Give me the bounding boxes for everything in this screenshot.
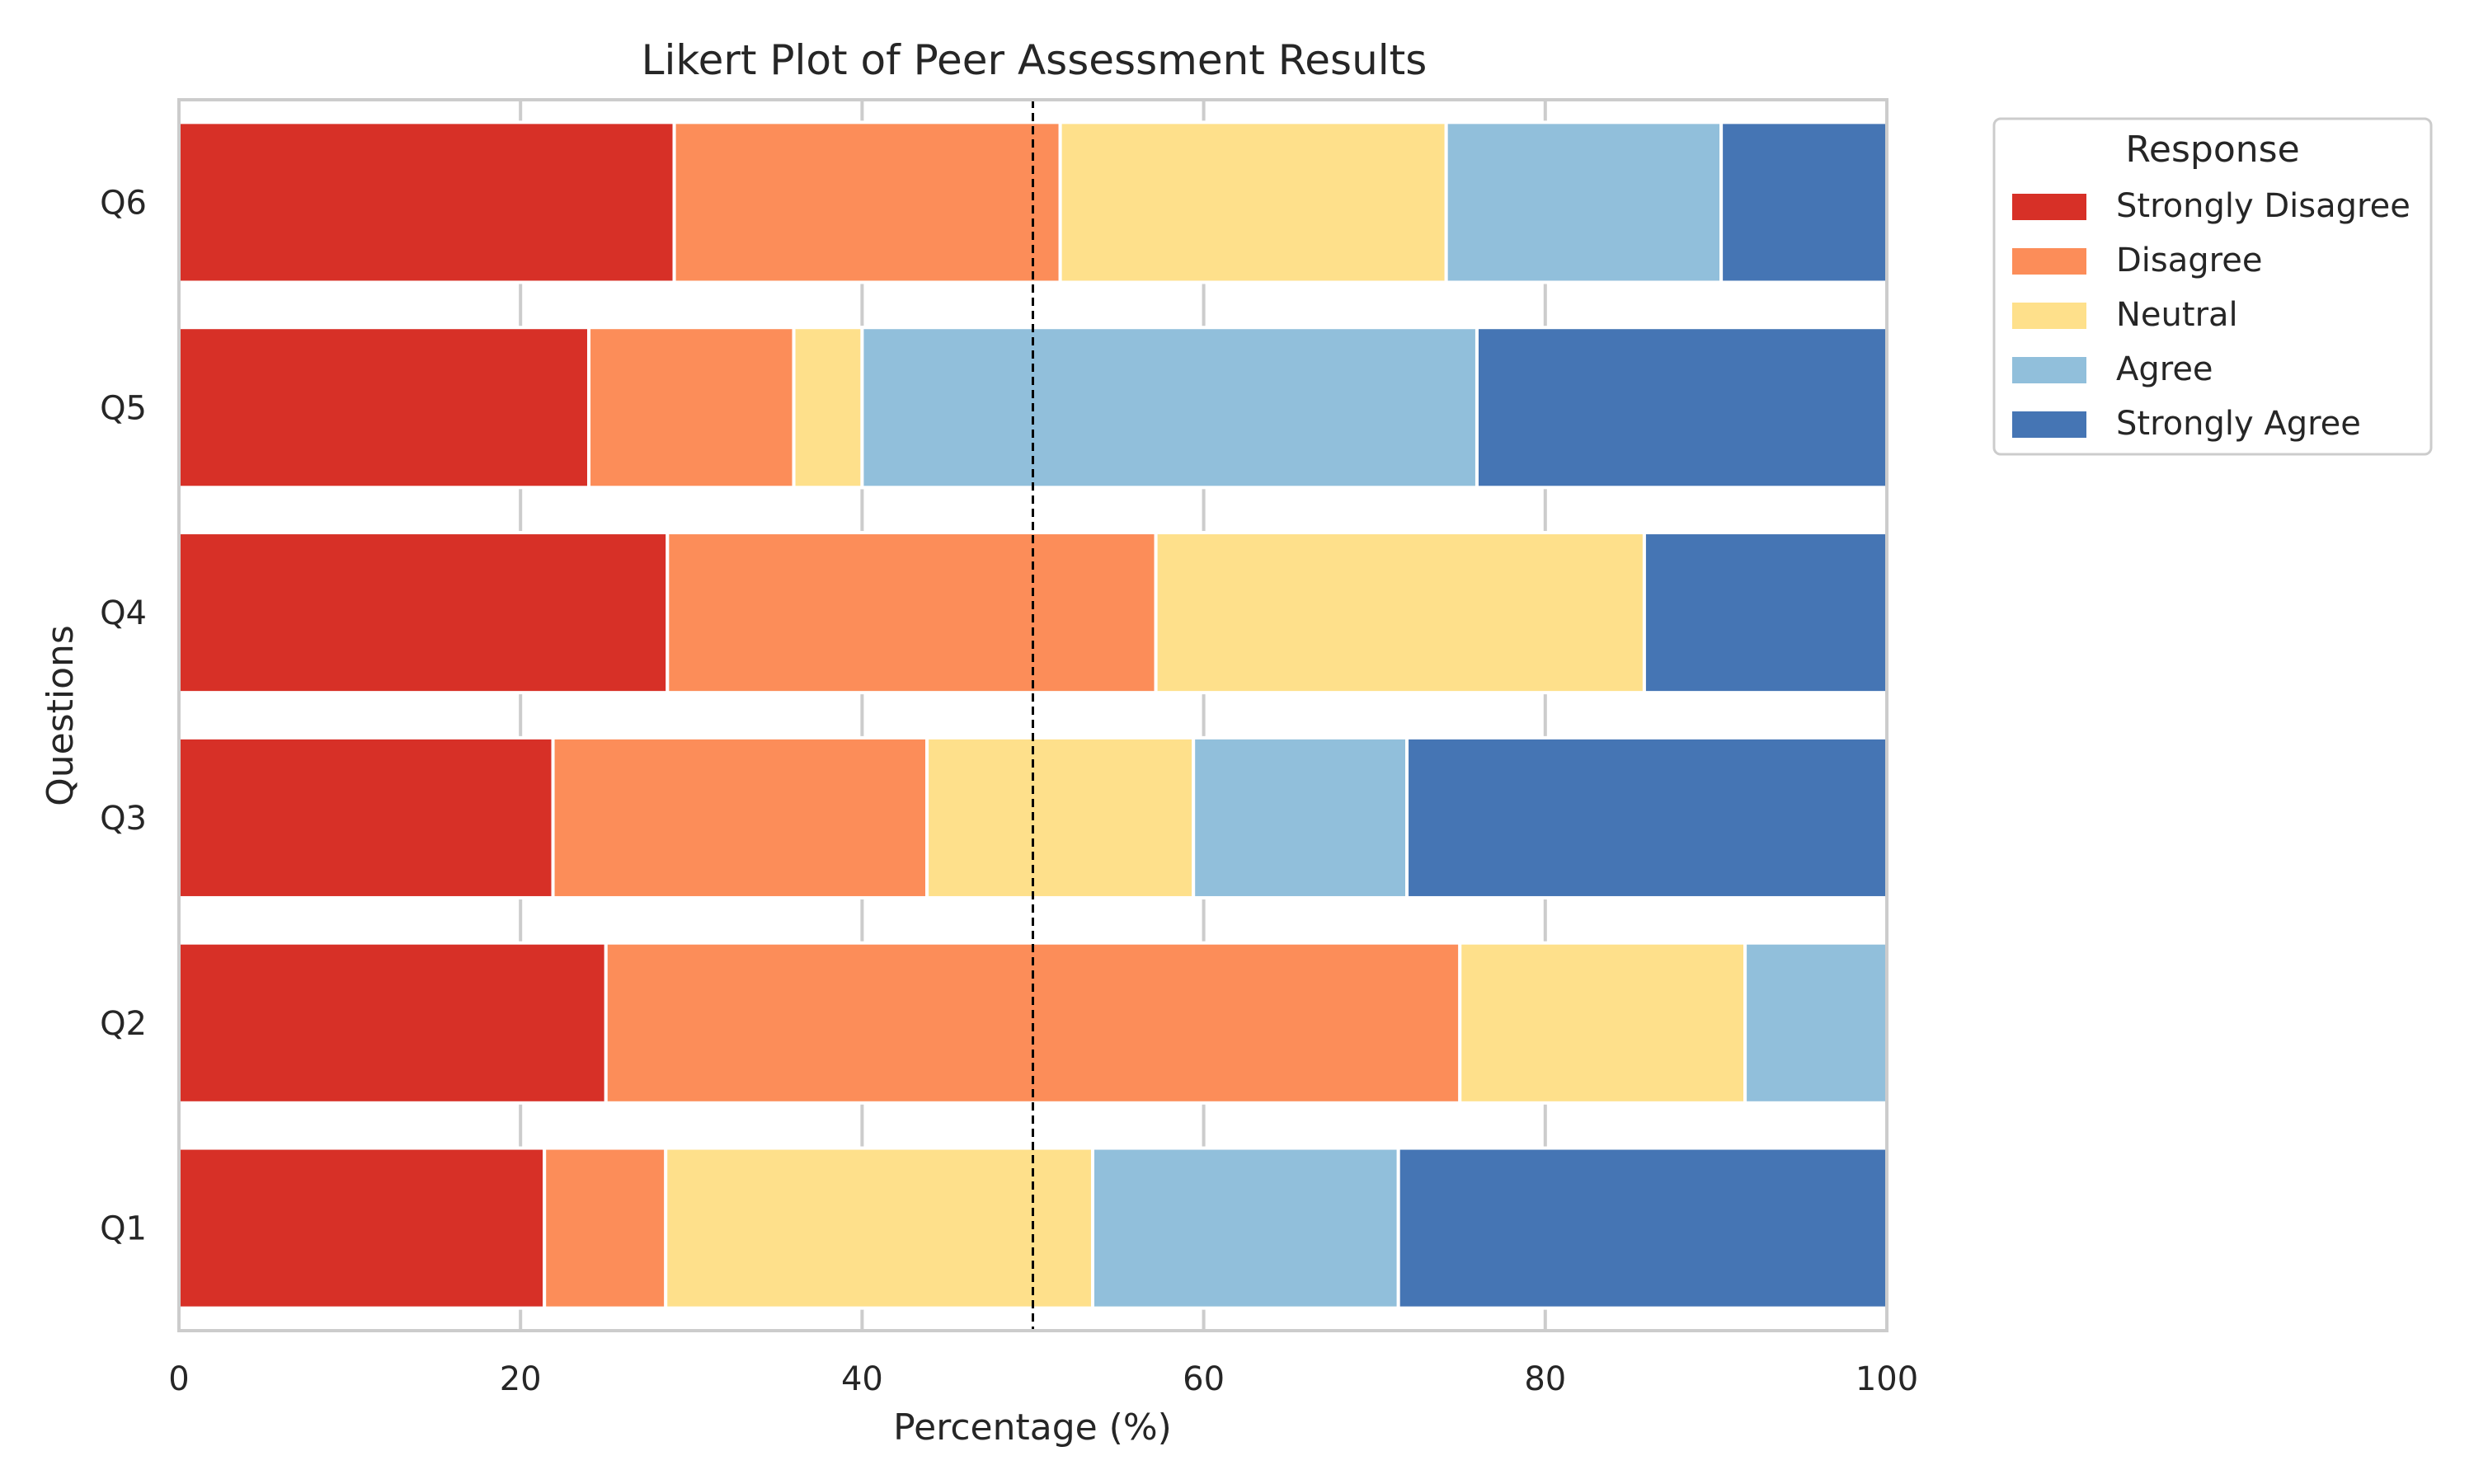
bar-q4-strongly-agree [1642, 531, 1888, 695]
bar-q6-neutral [1058, 120, 1448, 284]
bar-q2-strongly-disagree [177, 941, 608, 1105]
x-tick-label: 60 [1183, 1360, 1225, 1398]
legend-swatch [2012, 411, 2086, 438]
legend-label: Neutral [2116, 296, 2238, 334]
x-tick-label: 40 [841, 1360, 883, 1398]
y-tick-label: Q2 [100, 1005, 147, 1043]
legend-frame [1992, 117, 2433, 456]
bar-q3-strongly-disagree [177, 735, 555, 899]
bar-q6-strongly-agree [1719, 120, 1889, 284]
x-tick-label: 80 [1524, 1360, 1566, 1398]
legend-swatch [2012, 194, 2086, 220]
y-tick-label: Q4 [100, 594, 147, 632]
x-axis-ticks: 0 20 40 60 80 100 [168, 1360, 1918, 1398]
legend-label: Strongly Disagree [2116, 187, 2411, 225]
legend: Response Strongly Disagree Disagree Neutra… [1992, 117, 2433, 456]
bar-q3-disagree [551, 735, 929, 899]
bar-q6-strongly-disagree [177, 120, 676, 284]
bars [177, 120, 1889, 1310]
legend-swatch [2012, 303, 2086, 329]
bar-q4-disagree [666, 531, 1158, 695]
x-axis-title: Percentage (%) [893, 1407, 1172, 1449]
gridlines [519, 100, 1547, 1331]
bar-q5-disagree [587, 326, 796, 490]
bar-q1-agree [1090, 1146, 1400, 1310]
x-tick-label: 20 [500, 1360, 542, 1398]
bar-q2-neutral [1458, 941, 1747, 1105]
bar-q5-strongly-disagree [177, 326, 591, 490]
y-axis-title: Questions [40, 625, 82, 806]
y-tick-label: Q6 [100, 184, 147, 222]
bar-q5-strongly-agree [1475, 326, 1888, 490]
bar-q1-strongly-agree [1396, 1146, 1888, 1310]
bar-q4-neutral [1154, 531, 1646, 695]
legend-label: Strongly Agree [2116, 405, 2361, 443]
y-tick-label: Q1 [100, 1210, 147, 1248]
legend-swatch [2012, 248, 2086, 275]
legend-title: Response [2125, 129, 2299, 171]
chart-title: Likert Plot of Peer Assessment Results [642, 36, 1427, 84]
legend-label: Disagree [2116, 242, 2262, 279]
y-tick-label: Q3 [100, 800, 147, 838]
bar-q3-strongly-agree [1405, 735, 1888, 899]
bar-q5-neutral [792, 326, 864, 490]
bar-q1-strongly-disagree [177, 1146, 547, 1310]
bar-q1-disagree [543, 1146, 668, 1310]
bar-q6-disagree [672, 120, 1062, 284]
y-tick-label: Q5 [100, 389, 147, 427]
plot-frame [177, 98, 1888, 1332]
bar-q1-neutral [664, 1146, 1094, 1310]
legend-swatch [2012, 357, 2086, 383]
bar-q4-strongly-disagree [177, 531, 670, 695]
bar-q5-agree [860, 326, 1479, 490]
bar-q2-agree [1743, 941, 1888, 1105]
bar-q3-agree [1192, 735, 1409, 899]
bar-q6-agree [1444, 120, 1724, 284]
x-tick-label: 100 [1856, 1360, 1918, 1398]
legend-items: Strongly Disagree Disagree Neutral Agree Str… [2012, 187, 2411, 443]
legend-label: Agree [2116, 350, 2213, 388]
y-axis-ticks: Q1 Q2 Q3 Q4 Q5 Q6 [100, 184, 147, 1247]
x-tick-label: 0 [168, 1360, 189, 1398]
plot-area [177, 98, 1889, 1332]
bar-q3-neutral [925, 735, 1196, 899]
